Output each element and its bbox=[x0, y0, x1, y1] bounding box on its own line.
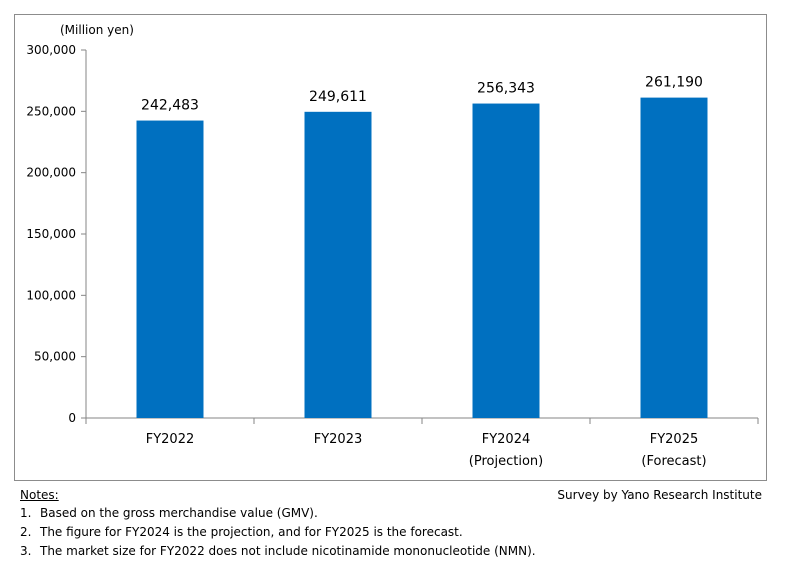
y-tick-label: 100,000 bbox=[26, 288, 76, 302]
note-number: 2. bbox=[20, 525, 32, 539]
x-category-label: (Projection) bbox=[469, 454, 543, 469]
y-tick-label: 50,000 bbox=[34, 350, 76, 364]
note-item: 2. The figure for FY2024 is the projectio… bbox=[20, 525, 463, 539]
y-tick-label: 0 bbox=[68, 411, 76, 425]
data-label: 256,343 bbox=[477, 81, 535, 97]
note-number: 1. bbox=[20, 506, 32, 520]
chart-frame bbox=[14, 14, 767, 481]
y-unit-label: (Million yen) bbox=[60, 23, 134, 37]
y-tick-label: 300,000 bbox=[26, 43, 76, 57]
note-item: 3. The market size for FY2022 does not in… bbox=[20, 544, 536, 558]
x-category-label: FY2022 bbox=[146, 432, 195, 447]
bar bbox=[640, 97, 708, 418]
data-label: 242,483 bbox=[141, 98, 199, 114]
x-category-label: (Forecast) bbox=[641, 454, 706, 469]
data-label: 249,611 bbox=[309, 89, 367, 105]
bar bbox=[304, 111, 372, 418]
source-credit: Survey by Yano Research Institute bbox=[557, 488, 762, 502]
note-text: The market size for FY2022 does not incl… bbox=[40, 544, 536, 558]
y-tick-label: 150,000 bbox=[26, 227, 76, 241]
y-tick-label: 200,000 bbox=[26, 166, 76, 180]
x-category-label: FY2025 bbox=[650, 432, 699, 447]
x-category-label: FY2024 bbox=[482, 432, 531, 447]
data-label: 261,190 bbox=[645, 75, 703, 91]
y-tick-label: 250,000 bbox=[26, 104, 76, 118]
notes-title: Notes: bbox=[20, 488, 59, 502]
bar bbox=[472, 103, 540, 419]
bar-chart: (Million yen) 0 50,000 100,000 150,000 200,00… bbox=[26, 23, 759, 469]
note-number: 3. bbox=[20, 544, 32, 558]
bar bbox=[136, 120, 204, 418]
note-text: Based on the gross merchandise value (GM… bbox=[40, 506, 318, 520]
x-category-label: FY2023 bbox=[314, 432, 363, 447]
note-item: 1. Based on the gross merchandise value (… bbox=[20, 506, 318, 520]
note-text: The figure for FY2024 is the projection,… bbox=[40, 525, 463, 539]
footer: Notes: Survey by Yano Research Institute… bbox=[0, 486, 785, 569]
